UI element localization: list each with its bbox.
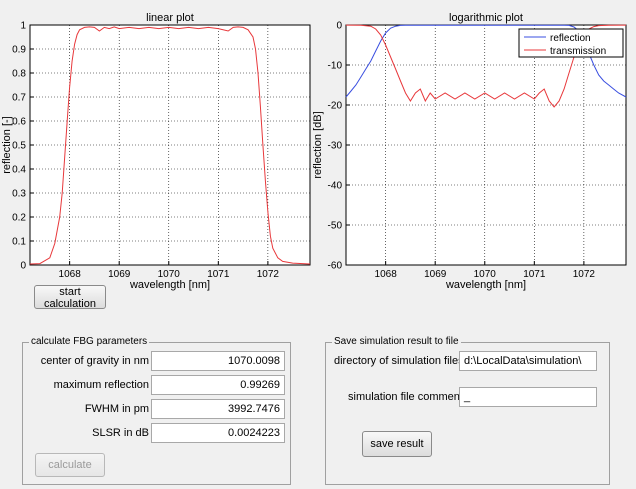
log-plot-ylabel: reflection [dB]	[312, 111, 324, 178]
linear-plot-xlabel: wavelength [nm]	[129, 279, 210, 291]
fwhm-label: FWHM in pm	[84, 403, 149, 415]
save-panel-title: Save simulation result to file	[332, 336, 461, 347]
save-result-button[interactable]: save result	[362, 431, 432, 457]
log-plot-axes-box	[345, 24, 627, 266]
linear-plot: 1068 1069 1070 1071 1072 0 0.1 0.2 0.3 0.4 0.5 0.6 0…	[1, 21, 311, 291]
center-of-gravity-label: center of gravity in nm	[40, 355, 149, 367]
maximum-reflection-label: maximum reflection	[53, 379, 149, 391]
log-plot-xtick-label: 1071	[523, 269, 546, 280]
log-plot-ticks: 1068 1069 1070 1071 1072 -60 -50 -40 -30 -20 -10 0	[328, 21, 596, 281]
linear-plot-ytick-label: 0.8	[12, 69, 26, 80]
linear-plot-series-line	[29, 26, 311, 265]
linear-plot-xtick-label: 1068	[59, 269, 82, 280]
log-plot-ytick-label: -30	[328, 141, 343, 152]
log-plot-legend: reflection transmission	[518, 28, 624, 58]
linear-plot-ylabel: reflection [-]	[1, 116, 13, 173]
log-plot-ytick-label: -40	[328, 181, 343, 192]
linear-plot-ticks: 1068 1069 1070 1071 1072 0 0.1 0.2 0.3 0.4 0.5 0.6 0…	[12, 21, 279, 281]
log-plot-ytick-label: 0	[336, 21, 342, 32]
log-plot-xtick-label: 1068	[375, 269, 398, 280]
log-plot-title: logarithmic plot	[449, 12, 523, 24]
save-result-panel: Save simulation result to file directory…	[325, 336, 610, 485]
fwhm-field[interactable]: 3992.7476	[151, 399, 285, 419]
linear-plot-xtick-label: 1072	[257, 269, 280, 280]
linear-plot-xtick-label: 1071	[207, 269, 230, 280]
center-of-gravity-field[interactable]: 1070.0098	[151, 351, 285, 371]
slsr-field[interactable]: 0.0024223	[151, 423, 285, 443]
linear-plot-ytick-label: 0.4	[12, 165, 26, 176]
legend-box	[518, 28, 624, 58]
log-plot-xtick-label: 1072	[573, 269, 596, 280]
maximum-reflection-field[interactable]: 0.99269	[151, 375, 285, 395]
start-calculation-button[interactable]: start calculation	[34, 285, 106, 310]
plots-canvas: 1068 1069 1070 1071 1072 0 0.1 0.2 0.3 0.4 0.5 0.6 0…	[1, 21, 627, 291]
log-plot-grid	[346, 24, 626, 266]
log-plot-xtick-label: 1069	[424, 269, 447, 280]
linear-plot-title: linear plot	[146, 12, 194, 24]
linear-plot-ytick-label: 0.7	[12, 93, 26, 104]
linear-plot-ytick-label: 1	[20, 21, 26, 32]
comments-input[interactable]: _	[459, 387, 597, 407]
linear-plot-ytick-label: 0.9	[12, 45, 26, 56]
fbg-parameters-panel: calculate FBG parameters center of gravi…	[22, 336, 291, 485]
linear-plot-ytick-label: 0.5	[12, 141, 26, 152]
linear-plot-grid	[30, 24, 310, 266]
linear-plot-ytick-label: 0	[20, 261, 26, 272]
log-plot: 1068 1069 1070 1071 1072-60-50-40-30-20-100 …	[312, 21, 627, 291]
calculate-button[interactable]: calculate	[35, 453, 105, 477]
legend-transmission-label: transmission	[550, 46, 606, 57]
log-plot-ytick-label: -20	[328, 101, 343, 112]
directory-label: directory of simulation files	[334, 355, 464, 367]
fbg-panel-title: calculate FBG parameters	[29, 336, 150, 347]
linear-plot-xtick-label: 1070	[158, 269, 181, 280]
log-plot-xlabel: wavelength [nm]	[445, 279, 526, 291]
legend-reflection-label: reflection	[550, 33, 591, 44]
linear-plot-ytick-label: 0.6	[12, 117, 26, 128]
comments-label: simulation file comments	[348, 391, 469, 403]
linear-plot-ytick-label: 0.2	[12, 213, 26, 224]
linear-plot-ytick-label: 0.1	[12, 237, 26, 248]
log-plot-series-reflection	[345, 24, 627, 98]
log-plot-ytick-label: -50	[328, 221, 343, 232]
log-plot-ytick-label: -10	[328, 61, 343, 72]
log-plot-xtick-label: 1070	[474, 269, 497, 280]
linear-plot-series	[29, 26, 311, 265]
linear-plot-xtick-label: 1069	[108, 269, 131, 280]
log-plot-ytick-label: -60	[328, 261, 343, 272]
directory-input[interactable]: d:\LocalData\simulation\	[459, 351, 597, 371]
slsr-label: SLSR in dB	[92, 427, 149, 439]
linear-plot-ytick-label: 0.3	[12, 189, 26, 200]
